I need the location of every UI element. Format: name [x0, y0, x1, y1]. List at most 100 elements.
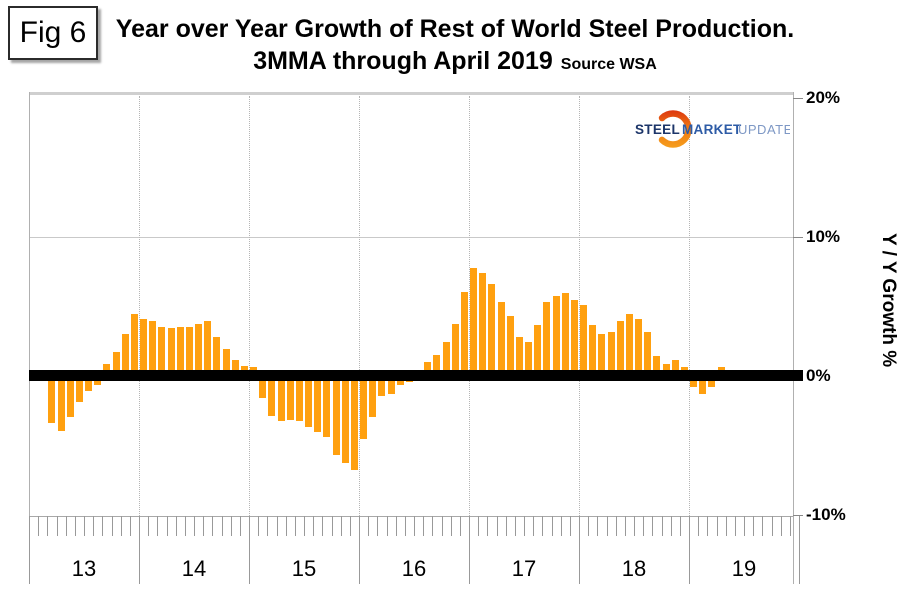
year-separator-tick [139, 516, 140, 584]
month-tick [423, 516, 425, 536]
y-axis-tick-label: -10% [806, 504, 846, 524]
bar-month-37 [387, 375, 395, 394]
month-tick [377, 516, 379, 536]
month-tick [47, 516, 49, 536]
month-tick [487, 516, 489, 536]
bar-month-60 [598, 333, 606, 376]
bar-month-42 [433, 354, 441, 376]
y-axis-tick-label: 0% [806, 365, 831, 385]
chart-title: Year over Year Growth of Rest of World S… [60, 14, 850, 76]
month-tick [56, 516, 58, 536]
x-axis-year-label: 13 [71, 556, 97, 581]
x-axis-year-label: 16 [401, 556, 427, 581]
bar-month-67 [662, 364, 670, 376]
x-axis-year-label: 15 [291, 556, 317, 581]
month-tick [588, 516, 590, 536]
logo-swoosh-icon [654, 110, 692, 148]
bar-month-10 [140, 318, 148, 376]
logo-text-update: UPDATE [738, 122, 790, 137]
month-tick [285, 516, 287, 536]
bar-month-19 [222, 349, 230, 376]
bar-month-16 [195, 324, 203, 376]
month-tick [597, 516, 599, 536]
chart-title-line2: 3MMA through April 2019 Source WSA [60, 46, 850, 76]
bar-month-70 [690, 375, 698, 387]
month-tick [74, 516, 76, 536]
month-tick [349, 516, 351, 536]
month-tick [789, 516, 791, 536]
bar-month-71 [699, 375, 707, 394]
bar-month-15 [185, 326, 193, 376]
month-tick [716, 516, 718, 536]
bar-month-41 [424, 361, 432, 376]
month-tick [569, 516, 571, 536]
month-tick [340, 516, 342, 536]
bar-month-51 [515, 336, 523, 376]
month-tick [368, 516, 370, 536]
month-tick [148, 516, 150, 536]
bar-month-6 [103, 364, 111, 376]
bar-month-58 [580, 304, 588, 376]
bar-month-1 [57, 375, 65, 432]
bar-month-8 [121, 333, 129, 376]
bar-month-47 [479, 272, 487, 376]
y-axis-tick-label: 10% [806, 226, 841, 246]
logo-graphic: STEEL MARKET UPDATE [635, 110, 792, 148]
month-tick [331, 516, 333, 536]
month-tick [230, 516, 232, 536]
month-tick [386, 516, 388, 536]
bar-month-63 [625, 314, 633, 376]
y-axis-title: Y / Y Growth % [878, 232, 899, 368]
year-boundary-gridline [689, 96, 690, 516]
year-separator-tick [799, 516, 800, 584]
bar-month-48 [488, 283, 496, 376]
bar-month-50 [506, 315, 514, 376]
gridline-minus10pct [29, 516, 793, 517]
year-boundary-gridline [359, 96, 360, 516]
month-tick [624, 516, 626, 536]
month-tick [478, 516, 480, 536]
x-axis-year-label: 19 [731, 556, 757, 581]
month-tick [184, 516, 186, 536]
month-tick [780, 516, 782, 536]
month-tick [414, 516, 415, 536]
zero-line [29, 370, 803, 381]
figure-number-label: Fig 6 [19, 16, 87, 49]
year-boundary-gridline [579, 96, 580, 516]
bar-month-24 [268, 375, 276, 416]
month-tick [679, 516, 681, 536]
year-separator-tick [359, 516, 360, 584]
y-axis-tick-label: 20% [806, 87, 841, 107]
x-axis-year-label: 18 [621, 556, 647, 581]
plot-right-frame [793, 92, 794, 584]
bar-month-45 [460, 292, 468, 376]
bar-month-29 [314, 375, 322, 433]
bar-month-31 [332, 375, 340, 455]
figure-number-box: Fig 6 [8, 6, 98, 60]
month-tick [267, 516, 269, 536]
month-tick [276, 516, 278, 536]
bar-month-59 [589, 325, 597, 376]
month-tick [615, 516, 617, 536]
month-tick [634, 516, 635, 536]
bar-month-13 [167, 328, 175, 376]
month-tick [505, 516, 507, 536]
bar-month-57 [570, 300, 578, 376]
month-tick [157, 516, 159, 536]
month-tick [322, 516, 324, 536]
bar-month-18 [213, 336, 221, 376]
bar-month-3 [75, 375, 83, 402]
month-tick [129, 516, 131, 536]
bar-month-61 [607, 332, 615, 376]
bar-month-53 [534, 325, 542, 376]
bar-month-55 [552, 296, 560, 376]
month-tick [643, 516, 645, 536]
month-tick [395, 516, 397, 536]
month-tick [560, 516, 562, 536]
bar-month-9 [130, 314, 138, 376]
y-axis-tick [793, 97, 803, 99]
month-tick [753, 516, 755, 536]
month-tick [652, 516, 654, 536]
